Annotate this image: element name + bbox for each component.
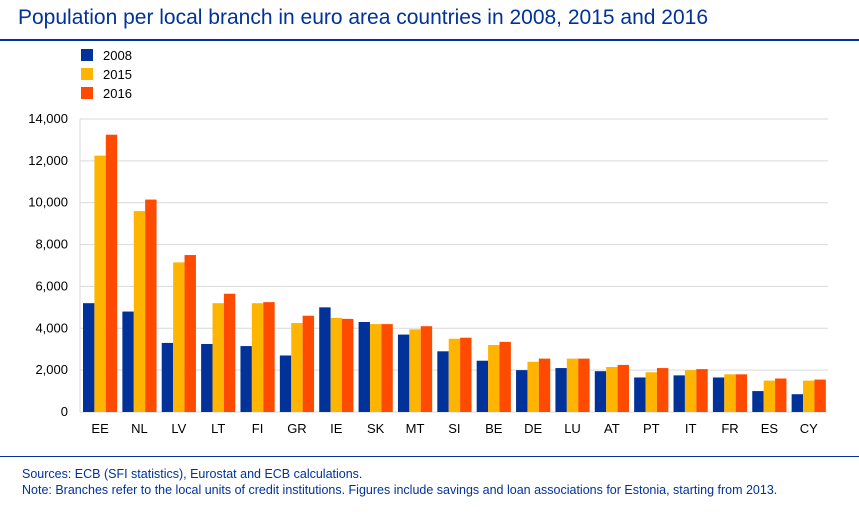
bar-2016-LU (578, 358, 590, 412)
y-tick-label: 2,000 (35, 362, 68, 377)
bar-2008-NL (122, 311, 134, 412)
x-tick-label: FI (252, 421, 264, 436)
y-tick-label: 14,000 (28, 111, 68, 126)
bar-2016-PT (656, 368, 669, 412)
bar-2015-PT (645, 372, 657, 412)
bar-2015-SI (448, 338, 461, 412)
bar-2008-DE (516, 370, 528, 412)
bar-2016-FI (263, 302, 275, 412)
x-tick-label: IT (685, 421, 697, 436)
notes-divider (0, 456, 859, 457)
bar-2016-SK (381, 324, 393, 412)
bar-2016-CY (814, 379, 826, 412)
legend-label: 2015 (103, 67, 132, 82)
bar-2015-NL (133, 211, 146, 412)
x-tick-label: FR (721, 421, 738, 436)
bar-2016-BE (499, 341, 511, 412)
bar-2015-GR (291, 323, 303, 412)
bar-2008-FR (712, 377, 725, 412)
bar-2015-CY (803, 380, 815, 412)
y-tick-label: 4,000 (35, 320, 68, 335)
chart-notes: Sources: ECB (SFI statistics), Eurostat … (22, 467, 842, 498)
bar-2008-SK (358, 322, 370, 412)
sources-text: Sources: ECB (SFI statistics), Eurostat … (22, 467, 363, 481)
bar-2015-FR (724, 374, 736, 412)
x-tick-label: GR (287, 421, 307, 436)
bar-2008-LU (555, 368, 567, 412)
bar-chart: 0 2,000 4,000 6,000 8,000 10,000 12,000 14,000 E… (28, 48, 828, 436)
bar-2015-IT (684, 370, 697, 412)
bar-2008-IT (673, 375, 685, 412)
bar-2015-BE (488, 345, 500, 412)
bar-2016-FR (735, 374, 748, 412)
bar-2015-DE (527, 361, 539, 412)
legend-label: 2016 (103, 86, 132, 101)
y-tick-label: 6,000 (35, 278, 68, 293)
title-divider (0, 39, 859, 41)
bar-2008-LV (161, 342, 174, 412)
y-tick-label: 0 (61, 404, 68, 419)
bar-2008-MT (397, 334, 410, 412)
legend-swatch-2015 (81, 68, 93, 80)
bar-2016-LV (184, 255, 196, 412)
bar-2008-ES (752, 391, 764, 412)
x-tick-label: LU (564, 421, 581, 436)
x-tick-label: PT (643, 421, 660, 436)
bar-2015-SK (369, 324, 382, 412)
x-tick-label: BE (485, 421, 503, 436)
y-tick-label: 10,000 (28, 195, 68, 210)
bar-2015-AT (606, 367, 618, 412)
x-tick-label: AT (604, 421, 620, 436)
bar-2016-LT (223, 293, 236, 412)
x-tick-label: MT (406, 421, 425, 436)
x-tick-label: LV (171, 421, 186, 436)
y-tick-label: 12,000 (28, 153, 68, 168)
x-tick-label: DE (524, 421, 542, 436)
page-title: Population per local branch in euro area… (18, 6, 708, 29)
bar-2016-NL (145, 199, 157, 412)
bar-2015-LT (212, 303, 224, 412)
bar-2016-DE (538, 358, 551, 412)
x-tick-label: CY (800, 421, 818, 436)
bar-2016-IT (696, 369, 708, 412)
x-tick-label: IE (330, 421, 343, 436)
bar-2008-IE (319, 307, 331, 412)
bar-2008-SI (437, 351, 449, 412)
bar-2008-GR (279, 355, 292, 412)
bar-2008-CY (791, 394, 804, 412)
x-tick-label: EE (91, 421, 109, 436)
legend-swatch-2008 (81, 49, 93, 61)
bar-2016-MT (420, 326, 433, 412)
bar-2008-LT (201, 343, 213, 412)
legend-swatch-2016 (81, 87, 93, 99)
bar-2015-ES (763, 380, 776, 412)
x-tick-label: NL (131, 421, 148, 436)
bar-2008-AT (594, 371, 607, 412)
bar-2008-PT (634, 377, 646, 412)
bar-2008-EE (83, 303, 95, 412)
bar-2008-BE (476, 360, 489, 412)
x-tick-label: LT (211, 421, 225, 436)
bar-2016-AT (617, 364, 629, 412)
note-text: Note: Branches refer to the local units … (22, 482, 778, 497)
bar-2015-LU (566, 358, 579, 412)
y-tick-label: 8,000 (35, 237, 68, 252)
bar-2016-IE (342, 318, 354, 412)
legend-label: 2008 (103, 48, 132, 63)
bar-2016-ES (775, 378, 787, 412)
bar-2008-FI (240, 346, 252, 412)
x-tick-label: SI (448, 421, 460, 436)
x-tick-label: SK (367, 421, 385, 436)
bar-2016-GR (302, 315, 315, 412)
bar-2015-FI (251, 303, 264, 412)
bar-2015-MT (409, 329, 421, 412)
bar-2015-EE (94, 155, 106, 412)
bar-2015-LV (173, 262, 185, 412)
bar-2016-SI (460, 337, 472, 412)
bar-2016-EE (105, 134, 118, 413)
x-tick-label: ES (761, 421, 779, 436)
bar-2015-IE (330, 317, 343, 412)
